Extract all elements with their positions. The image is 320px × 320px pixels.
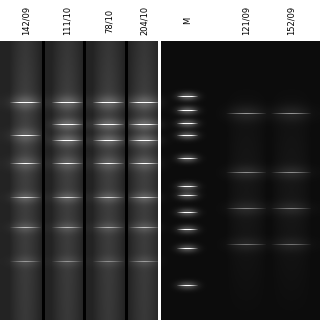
Text: 204/10: 204/10 [140,6,148,35]
Text: 111/10: 111/10 [63,6,72,35]
Text: 78/10: 78/10 [104,8,113,33]
Text: 152/09: 152/09 [287,6,296,35]
Text: 121/09: 121/09 [242,6,251,35]
Text: M: M [183,17,192,24]
Text: 142/09: 142/09 [21,6,30,35]
